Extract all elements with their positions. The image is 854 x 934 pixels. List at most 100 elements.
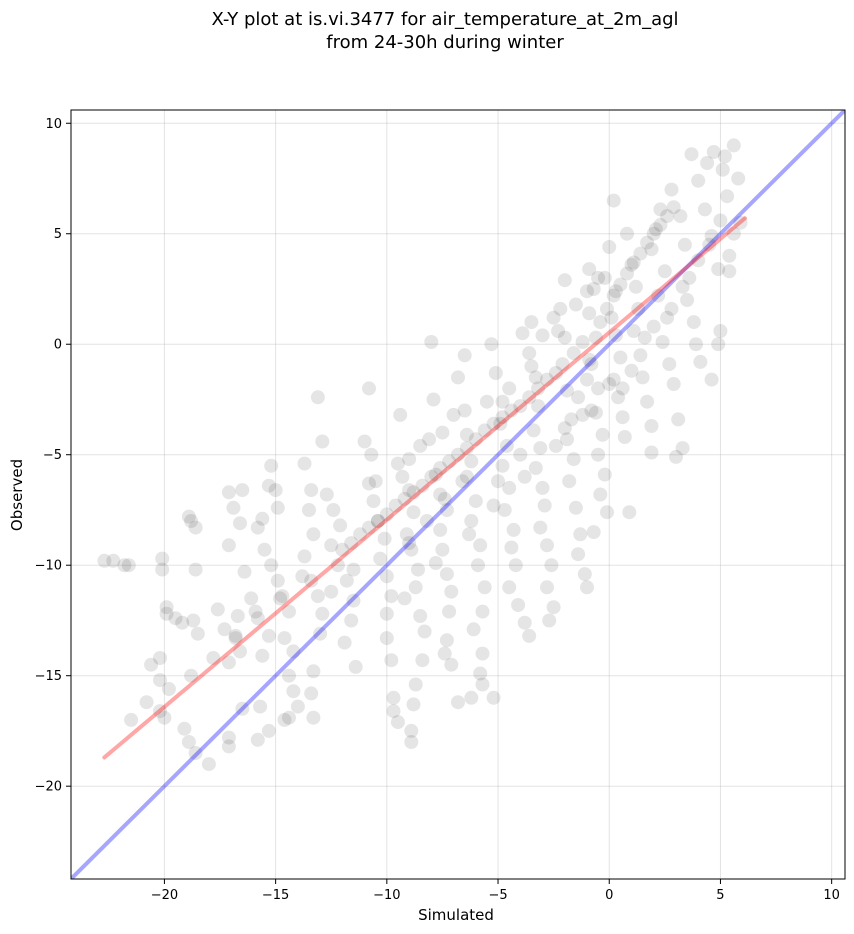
data-point	[548, 438, 563, 453]
data-point	[177, 721, 192, 736]
data-point	[720, 189, 735, 204]
data-point	[633, 246, 648, 261]
data-point	[424, 469, 439, 484]
data-point	[491, 474, 505, 489]
data-point	[433, 461, 448, 475]
data-point	[286, 644, 301, 659]
data-point	[677, 237, 692, 252]
data-point	[459, 469, 474, 484]
data-point	[379, 569, 394, 584]
data-point	[582, 352, 597, 367]
data-point	[517, 615, 532, 630]
data-point	[255, 648, 270, 663]
x-tick-label: −15	[262, 888, 289, 903]
data-point	[653, 217, 668, 232]
y-axis-ticks: −20 −15 −10 −5 0 5 10	[35, 117, 71, 795]
data-point	[444, 657, 459, 672]
data-point	[297, 456, 312, 471]
data-point	[715, 162, 730, 177]
data-point	[564, 412, 579, 427]
data-point	[666, 377, 681, 391]
data-point	[582, 306, 597, 321]
data-point	[624, 363, 639, 378]
data-point	[290, 699, 305, 714]
data-point	[295, 569, 310, 584]
data-point	[346, 593, 361, 608]
data-point	[657, 264, 672, 279]
data-point	[404, 723, 419, 738]
data-point	[620, 266, 634, 281]
y-tick-label: 0	[54, 338, 62, 353]
data-point	[153, 673, 167, 688]
y-axis-label: Observed	[8, 459, 26, 531]
data-point	[306, 710, 321, 725]
data-point	[188, 520, 203, 535]
grid	[71, 110, 845, 879]
data-point	[664, 182, 679, 197]
data-point	[502, 381, 517, 396]
data-point	[722, 248, 737, 263]
data-point	[404, 542, 419, 557]
data-point	[544, 558, 559, 573]
data-point	[704, 229, 719, 243]
data-point	[588, 405, 603, 420]
data-point	[524, 359, 539, 374]
data-point	[635, 370, 650, 385]
data-point	[395, 469, 410, 484]
data-point	[248, 604, 263, 619]
data-point	[644, 445, 659, 460]
data-point	[462, 527, 477, 542]
data-point	[106, 553, 121, 568]
data-point	[181, 509, 196, 524]
data-point	[310, 390, 325, 405]
data-point	[439, 503, 454, 517]
data-point	[310, 589, 325, 604]
data-point	[540, 538, 554, 553]
data-point	[651, 288, 666, 303]
data-point	[277, 712, 292, 727]
data-point	[161, 682, 176, 696]
data-point	[664, 301, 679, 316]
data-point	[402, 452, 417, 467]
data-point	[415, 478, 430, 493]
data-point	[353, 527, 368, 542]
data-point	[433, 487, 448, 502]
data-point	[273, 591, 288, 606]
data-point	[504, 540, 519, 555]
data-point	[362, 520, 376, 535]
data-point	[646, 319, 661, 334]
data-point	[417, 624, 432, 639]
data-point	[226, 500, 241, 515]
data-point	[475, 646, 490, 661]
data-point	[644, 242, 659, 257]
data-point	[335, 542, 350, 557]
data-point	[379, 606, 394, 621]
data-point	[233, 644, 247, 659]
data-point	[442, 454, 457, 469]
data-point	[584, 403, 599, 418]
data-point	[533, 441, 548, 456]
data-point	[471, 558, 485, 573]
data-point	[553, 301, 568, 316]
data-point	[393, 407, 408, 422]
data-point	[124, 712, 139, 727]
data-point	[555, 357, 570, 372]
data-point	[446, 407, 461, 422]
data-point	[475, 604, 490, 619]
data-point	[666, 200, 681, 215]
data-point	[437, 491, 452, 506]
data-point	[479, 394, 494, 409]
data-point	[495, 410, 510, 425]
data-point	[221, 538, 236, 553]
y-tick-label: −15	[35, 669, 62, 684]
data-point	[413, 609, 428, 623]
data-point	[611, 390, 626, 405]
data-point	[406, 485, 421, 500]
data-point	[188, 746, 203, 760]
data-point	[602, 240, 617, 254]
data-point	[537, 498, 552, 513]
data-point	[313, 626, 328, 641]
data-point	[184, 668, 199, 683]
data-point	[673, 209, 688, 224]
